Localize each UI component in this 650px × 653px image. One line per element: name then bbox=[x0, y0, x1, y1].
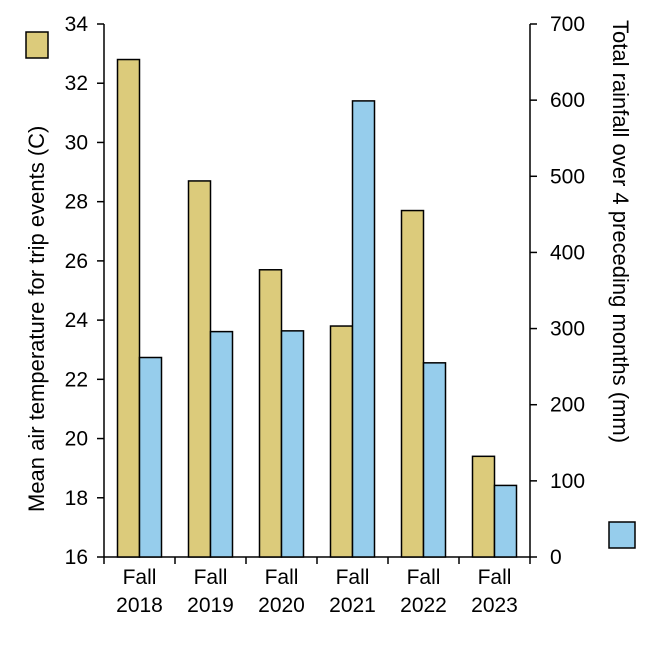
x-axis-category-line: Fall bbox=[336, 566, 370, 589]
x-axis-category-line: Fall bbox=[265, 566, 299, 589]
right-axis-tick-label: 500 bbox=[550, 165, 585, 188]
left-axis-tick-label: 32 bbox=[65, 72, 88, 95]
left-axis-tick-label: 16 bbox=[65, 546, 88, 569]
rainfall-bar bbox=[209, 330, 234, 558]
right-axis-tick-label: 300 bbox=[550, 318, 585, 341]
left-axis-tick-label: 30 bbox=[65, 131, 88, 154]
x-axis-category-label: Fall 2021 bbox=[329, 566, 376, 617]
right-legend-swatch bbox=[608, 521, 636, 549]
right-axis-tick-label: 700 bbox=[550, 13, 585, 36]
x-axis-category-line: 2018 bbox=[116, 594, 163, 617]
temperature-bar bbox=[400, 209, 425, 558]
temperature-bar bbox=[258, 269, 283, 558]
x-axis-category-line: 2022 bbox=[400, 594, 447, 617]
rainfall-bar bbox=[280, 330, 305, 558]
temperature-bar bbox=[116, 58, 141, 558]
x-axis-category-line: Fall bbox=[194, 566, 228, 589]
right-axis-title: Total rainfall over 4 preceding months (… bbox=[608, 20, 633, 443]
x-axis-category-line: Fall bbox=[123, 566, 157, 589]
left-legend-swatch bbox=[25, 31, 49, 59]
x-axis-category-label: Fall 2022 bbox=[400, 566, 447, 617]
temperature-bar bbox=[187, 180, 212, 558]
x-axis-category-label: Fall 2018 bbox=[116, 566, 163, 617]
temperature-bar bbox=[471, 455, 496, 558]
left-axis-tick-label: 24 bbox=[65, 309, 89, 332]
right-axis-tick-label: 0 bbox=[550, 546, 562, 569]
right-axis-tick-label: 200 bbox=[550, 394, 585, 417]
right-axis-tick-label: 100 bbox=[550, 470, 585, 493]
left-axis-tick-label: 18 bbox=[65, 487, 88, 510]
rainfall-bar bbox=[422, 362, 447, 558]
left-axis-tick-label: 20 bbox=[65, 428, 88, 451]
x-axis-category-label: Fall 2020 bbox=[258, 566, 305, 617]
bar-marks bbox=[116, 58, 518, 558]
x-axis-category-label: Fall 2019 bbox=[187, 566, 234, 617]
left-axis-title: Mean air temperature for trip events (C) bbox=[24, 126, 49, 512]
right-axis-tick-label: 400 bbox=[550, 241, 585, 264]
rainfall-bar bbox=[351, 100, 376, 558]
x-axis-category-line: 2020 bbox=[258, 594, 305, 617]
chart-axes bbox=[103, 24, 531, 558]
left-axis-tick-label: 22 bbox=[65, 368, 88, 391]
left-axis-tick-label: 26 bbox=[65, 250, 88, 273]
x-axis-category-line: Fall bbox=[407, 566, 441, 589]
temperature-bar bbox=[329, 325, 354, 558]
x-axis-category-line: 2021 bbox=[329, 594, 376, 617]
right-axis-title-group: Total rainfall over 4 preceding months (… bbox=[608, 20, 636, 549]
x-axis-categories: Fall 2018 Fall 2019 Fall 2020 Fall 2021 Fall 2022… bbox=[103, 557, 531, 617]
left-axis-ticks: 16 18 20 22 24 26 28 30 32 34 bbox=[65, 13, 104, 569]
x-axis-category-label: Fall 2023 bbox=[471, 566, 518, 617]
rainfall-bar bbox=[138, 356, 163, 558]
right-axis-ticks: 0 100 200 300 400 500 600 700 bbox=[530, 13, 585, 569]
x-axis-category-line: 2019 bbox=[187, 594, 234, 617]
left-axis-tick-label: 34 bbox=[65, 13, 89, 36]
x-axis-category-line: Fall bbox=[478, 566, 512, 589]
left-axis-tick-label: 28 bbox=[65, 191, 88, 214]
left-axis-title-group: Mean air temperature for trip events (C) bbox=[24, 31, 49, 512]
right-axis-tick-label: 600 bbox=[550, 89, 585, 112]
rainfall-bar bbox=[493, 484, 518, 558]
x-axis-category-line: 2023 bbox=[471, 594, 518, 617]
